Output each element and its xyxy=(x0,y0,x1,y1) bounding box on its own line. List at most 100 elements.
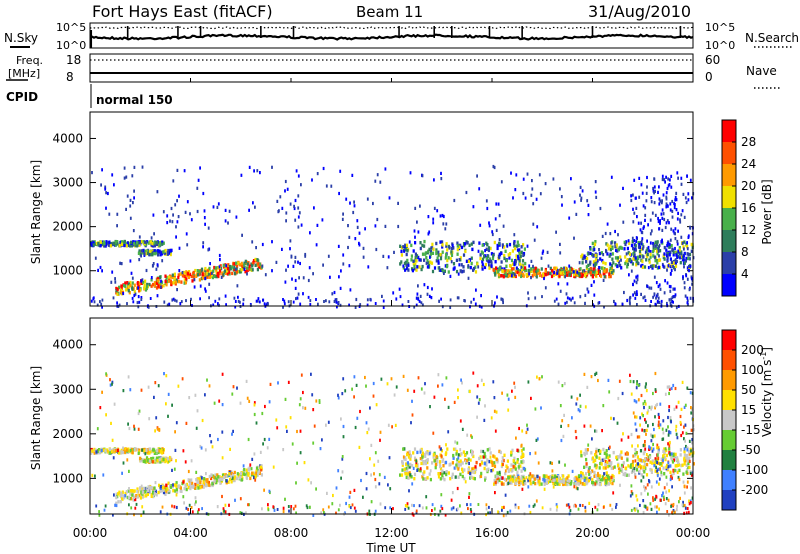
noise-cell xyxy=(204,277,207,281)
noise-cell xyxy=(691,282,693,286)
nsearch-label: N.Search xyxy=(745,31,799,45)
noise-cell xyxy=(643,399,646,404)
noise-cell xyxy=(685,511,688,515)
power-panel-frame xyxy=(89,111,694,307)
heatmap-cell xyxy=(408,465,411,469)
heatmap-cell xyxy=(140,249,143,253)
heatmap-cell xyxy=(642,451,645,456)
heatmap-cell xyxy=(515,254,518,258)
noise-cell xyxy=(101,269,103,273)
noise-cell xyxy=(114,503,116,507)
heatmap-cell xyxy=(451,461,454,465)
noise-cell xyxy=(235,215,238,219)
heatmap-cell xyxy=(230,480,233,484)
heatmap-cell xyxy=(591,478,594,482)
heatmap-cell xyxy=(416,450,419,455)
heatmap-cell xyxy=(618,470,621,475)
noise-cell xyxy=(237,295,239,299)
noise-cell xyxy=(551,475,554,480)
heatmap-cell xyxy=(650,470,653,474)
noise-cell xyxy=(422,303,424,307)
heatmap-cell xyxy=(683,449,686,454)
heatmap-cell xyxy=(667,252,670,256)
heatmap-cell xyxy=(562,480,565,484)
colorbar-segment xyxy=(722,274,736,296)
noise-cell xyxy=(656,402,658,407)
noise-cell xyxy=(309,231,311,235)
heatmap-cell xyxy=(194,482,197,487)
noise-cell xyxy=(289,239,292,243)
noise-cell xyxy=(676,470,679,474)
noise-cell xyxy=(635,386,638,390)
heatmap-cell xyxy=(444,264,447,268)
heatmap-cell xyxy=(594,463,597,467)
noise-cell xyxy=(360,478,362,483)
noise-cell xyxy=(488,224,491,228)
heatmap-cell xyxy=(634,448,637,452)
heatmap-cell xyxy=(239,270,242,274)
noise-cell xyxy=(379,502,382,506)
noise-cell xyxy=(647,266,650,270)
noise-cell xyxy=(111,173,114,177)
heatmap-cell xyxy=(657,265,661,270)
heatmap-cell xyxy=(161,458,164,462)
heatmap-cell xyxy=(243,265,246,269)
heatmap-cell xyxy=(406,466,409,471)
heatmap-cell xyxy=(616,264,619,269)
noise-cell xyxy=(686,301,689,305)
heatmap-cell xyxy=(410,243,413,248)
noise-cell xyxy=(525,476,528,480)
noise-cell xyxy=(311,178,313,182)
noise-cell xyxy=(92,297,95,301)
noise-cell xyxy=(661,174,664,178)
heatmap-cell xyxy=(158,457,161,462)
noise-cell xyxy=(655,465,657,469)
noise-cell xyxy=(634,422,637,426)
noise-cell xyxy=(576,270,579,274)
heatmap-cell xyxy=(672,458,676,462)
noise-cell xyxy=(183,169,186,173)
noise-cell xyxy=(650,407,653,411)
noise-cell xyxy=(674,295,676,299)
noise-cell xyxy=(553,299,556,303)
heatmap-cell xyxy=(521,480,524,484)
noise-cell xyxy=(353,488,356,492)
noise-cell xyxy=(340,476,342,480)
heatmap-cell xyxy=(218,271,221,276)
heatmap-cell xyxy=(131,450,134,455)
heatmap-cell xyxy=(595,474,598,478)
noise-cell xyxy=(672,469,675,473)
heatmap-cell xyxy=(407,455,411,459)
noise-cell xyxy=(456,441,459,445)
noise-cell xyxy=(577,507,580,511)
heatmap-cell xyxy=(456,458,459,462)
noise-cell xyxy=(613,299,615,304)
heatmap-cell xyxy=(177,485,180,489)
noise-cell xyxy=(443,471,446,475)
heatmap-cell xyxy=(600,251,603,255)
heatmap-cell xyxy=(431,269,435,274)
noise-cell xyxy=(642,296,645,300)
noise-cell xyxy=(103,508,106,512)
noise-cell xyxy=(161,505,164,509)
noise-cell xyxy=(227,221,229,225)
noise-cell xyxy=(659,219,661,223)
heatmap-cell xyxy=(518,273,521,277)
heatmap-cell xyxy=(553,478,556,482)
heatmap-cell xyxy=(439,256,443,261)
heatmap-cell xyxy=(453,266,456,270)
noise-cell xyxy=(171,220,174,224)
heatmap-cell xyxy=(135,244,139,248)
noise-cell xyxy=(690,406,692,410)
noise-cell xyxy=(176,168,179,172)
noise-cell xyxy=(565,292,568,296)
heatmap-cell xyxy=(130,489,133,493)
heatmap-cell xyxy=(208,483,211,487)
heatmap-cell xyxy=(439,240,442,244)
noise-cell xyxy=(285,268,287,272)
noise-cell xyxy=(665,221,668,225)
heatmap-cell xyxy=(493,478,496,483)
heatmap-cell xyxy=(506,459,509,463)
noise-cell xyxy=(498,214,501,218)
heatmap-cell xyxy=(402,447,405,451)
